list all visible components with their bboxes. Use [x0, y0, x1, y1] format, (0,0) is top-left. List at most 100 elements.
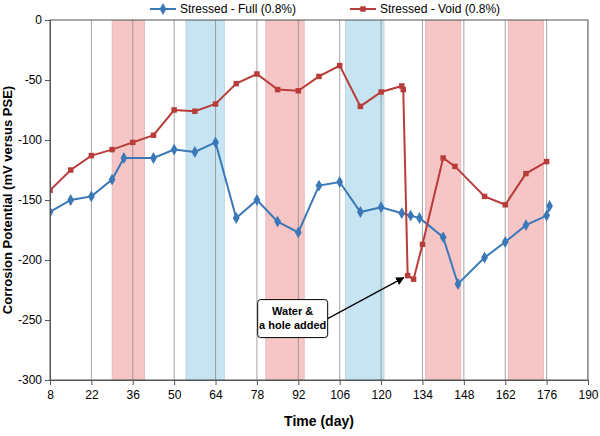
marker — [411, 276, 416, 281]
series-line — [50, 66, 547, 280]
tick-label: 8 — [47, 388, 54, 402]
marker — [254, 71, 259, 76]
tick: -100 — [18, 133, 50, 147]
x-axis-title: Time (day) — [284, 413, 354, 429]
tick-mark — [45, 200, 50, 201]
tick: 0 — [35, 13, 50, 27]
tick-mark — [298, 380, 299, 385]
axis-line — [45, 21, 51, 381]
marker — [151, 132, 156, 137]
marker — [275, 87, 280, 92]
tick-label: 22 — [85, 388, 99, 402]
marker — [109, 147, 114, 152]
marker — [405, 273, 410, 278]
tick: 78 — [251, 380, 265, 402]
tick-mark — [45, 20, 50, 21]
tick: -200 — [18, 253, 50, 267]
grid-line — [132, 20, 133, 380]
plot-area — [50, 20, 588, 380]
tick: 162 — [496, 380, 516, 402]
marker — [378, 89, 383, 94]
plot-frame — [50, 20, 588, 380]
marker — [191, 146, 198, 158]
marker — [150, 152, 157, 164]
tick-mark — [257, 380, 258, 385]
tick-label: 106 — [330, 388, 350, 402]
tick-label: 36 — [127, 388, 141, 402]
tick-mark — [216, 380, 217, 385]
marker — [109, 174, 116, 186]
y-axis: -300 -250 -200 -150 -100 -50 0 — [18, 13, 51, 387]
series-line — [50, 142, 550, 284]
x-axis: 8 22 36 50 64 78 92 106 120 134 148 162 176 190 — [47, 380, 599, 402]
marker — [544, 159, 549, 164]
tick: 176 — [537, 380, 557, 402]
tick-label: 64 — [209, 388, 223, 402]
tick-label: 120 — [372, 388, 392, 402]
marker — [337, 63, 342, 68]
marker — [482, 194, 487, 199]
marker — [171, 144, 178, 156]
tick-label: -250 — [18, 313, 42, 327]
marker — [213, 101, 218, 106]
tick-mark — [45, 380, 50, 381]
grid-line — [174, 20, 175, 380]
tick-mark — [45, 80, 50, 81]
grid-line — [546, 20, 547, 380]
marker — [398, 207, 405, 219]
marker — [543, 210, 550, 222]
marker — [88, 191, 95, 203]
tick-label: -300 — [18, 373, 42, 387]
tick: -50 — [25, 73, 50, 87]
tick-mark — [45, 260, 50, 261]
tick: 148 — [454, 380, 474, 402]
tick-mark — [91, 380, 92, 385]
annotation-arrow — [328, 278, 404, 319]
tick-mark — [464, 380, 465, 385]
tick-mark — [133, 380, 134, 385]
tick-label: -100 — [18, 133, 42, 147]
tick: 36 — [127, 380, 141, 402]
tick-mark — [45, 320, 50, 321]
marker — [502, 202, 507, 207]
annotation-text: a hole added — [259, 319, 326, 331]
tick-label: 190 — [578, 388, 598, 402]
marker — [407, 210, 414, 222]
marker — [452, 164, 457, 169]
tick-label: 0 — [35, 13, 42, 27]
tick: 106 — [330, 380, 350, 402]
tick-label: 50 — [168, 388, 182, 402]
marker — [296, 88, 301, 93]
tick: -150 — [18, 193, 50, 207]
shaded-range — [508, 20, 543, 380]
legend-label: Stressed - Void (0.8%) — [380, 2, 500, 16]
marker — [401, 87, 406, 92]
tick: 8 — [47, 380, 54, 402]
tick-label: 176 — [537, 388, 557, 402]
tick-label: 92 — [292, 388, 306, 402]
marker — [502, 236, 509, 248]
marker — [336, 176, 343, 188]
tick-label: 134 — [413, 388, 433, 402]
marker — [192, 108, 197, 113]
grid-line — [381, 20, 382, 380]
annotation-text: Water & — [272, 305, 313, 317]
tick-mark — [588, 380, 589, 385]
grid-line — [463, 20, 464, 380]
marker — [523, 219, 530, 231]
annotation-box — [258, 300, 328, 338]
legend-marker — [360, 6, 365, 11]
grid-line — [422, 20, 423, 380]
tick: -300 — [18, 373, 50, 387]
marker — [130, 140, 135, 145]
marker — [358, 104, 363, 109]
tick: -250 — [18, 313, 50, 327]
marker — [233, 81, 238, 86]
grid-line — [339, 20, 340, 380]
marker — [546, 200, 553, 212]
marker — [212, 137, 219, 149]
tick-mark — [422, 380, 423, 385]
marker — [89, 153, 94, 158]
tick: 64 — [209, 380, 223, 402]
marker — [523, 171, 528, 176]
